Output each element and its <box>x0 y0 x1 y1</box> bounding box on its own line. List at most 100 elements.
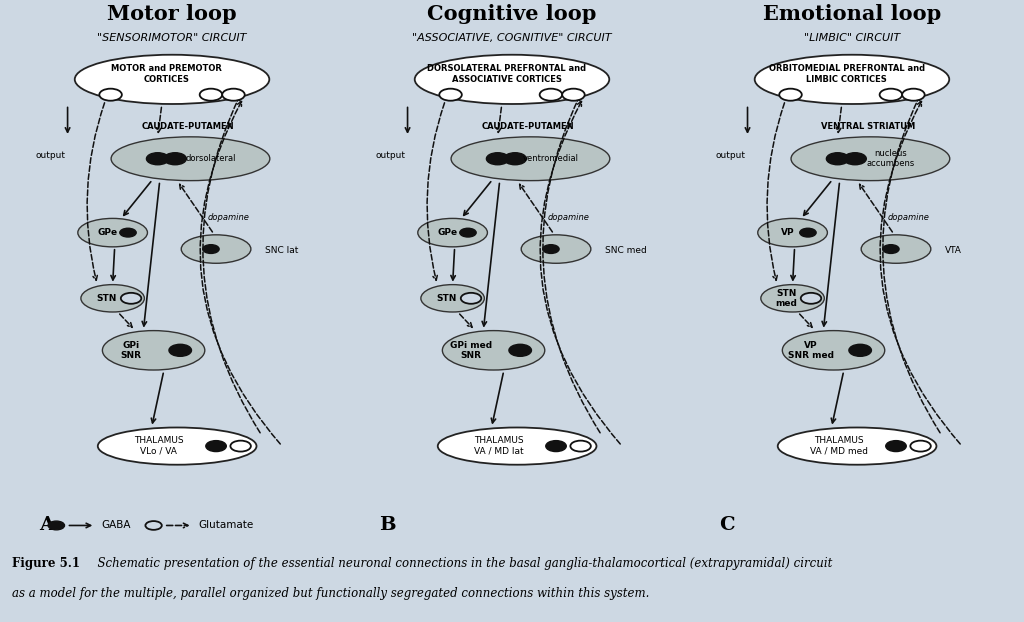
Text: "SENSORIMOTOR" CIRCUIT: "SENSORIMOTOR" CIRCUIT <box>97 34 247 44</box>
Circle shape <box>222 89 245 101</box>
Circle shape <box>570 440 591 452</box>
Circle shape <box>779 89 802 101</box>
Text: VP: VP <box>780 228 795 237</box>
Circle shape <box>562 89 585 101</box>
Text: output: output <box>36 152 66 160</box>
Circle shape <box>886 440 906 452</box>
Text: dorsolateral: dorsolateral <box>185 154 237 163</box>
Ellipse shape <box>81 285 144 312</box>
Ellipse shape <box>778 427 936 465</box>
Ellipse shape <box>78 218 147 247</box>
Text: SNC med: SNC med <box>605 246 647 255</box>
Circle shape <box>230 440 251 452</box>
Text: VP
SNR med: VP SNR med <box>788 341 834 360</box>
Circle shape <box>121 293 141 304</box>
Circle shape <box>120 228 136 237</box>
Text: STN: STN <box>436 294 457 303</box>
Text: nucleus
accumbens: nucleus accumbens <box>866 149 915 169</box>
Circle shape <box>910 440 931 452</box>
Text: dopamine: dopamine <box>548 213 589 222</box>
Circle shape <box>801 293 821 304</box>
Text: CAUDATE-PUTAMEN: CAUDATE-PUTAMEN <box>141 123 233 131</box>
Circle shape <box>826 153 849 165</box>
Circle shape <box>546 440 566 452</box>
Text: "LIMBIC" CIRCUIT: "LIMBIC" CIRCUIT <box>804 34 900 44</box>
Text: Motor loop: Motor loop <box>108 4 237 24</box>
Circle shape <box>99 89 122 101</box>
Circle shape <box>504 153 526 165</box>
Ellipse shape <box>418 218 487 247</box>
Text: ventromedial: ventromedial <box>523 154 579 163</box>
Circle shape <box>439 89 462 101</box>
Text: as a model for the multiple, parallel organized but functionally segregated conn: as a model for the multiple, parallel or… <box>12 587 649 600</box>
Circle shape <box>145 521 162 530</box>
Text: SNC lat: SNC lat <box>265 246 299 255</box>
Text: ORBITOMEDIAL PREFRONTAL and
LIMBIC CORTICES: ORBITOMEDIAL PREFRONTAL and LIMBIC CORTI… <box>769 64 925 83</box>
Circle shape <box>902 89 925 101</box>
Circle shape <box>540 89 562 101</box>
Ellipse shape <box>782 331 885 370</box>
Circle shape <box>48 521 65 530</box>
Ellipse shape <box>75 55 269 104</box>
Circle shape <box>883 244 899 253</box>
Circle shape <box>844 153 866 165</box>
Text: output: output <box>376 152 406 160</box>
Ellipse shape <box>111 137 270 180</box>
Circle shape <box>509 345 531 356</box>
Text: GPe: GPe <box>97 228 118 237</box>
Text: THALAMUS
VA / MD med: THALAMUS VA / MD med <box>810 437 867 456</box>
Text: Schematic presentation of the essential neuronal connections in the basal gangli: Schematic presentation of the essential … <box>90 557 833 570</box>
Circle shape <box>200 89 222 101</box>
Text: output: output <box>716 152 745 160</box>
Circle shape <box>206 440 226 452</box>
Text: THALAMUS
VA / MD lat: THALAMUS VA / MD lat <box>474 437 523 456</box>
Text: MOTOR and PREMOTOR
CORTICES: MOTOR and PREMOTOR CORTICES <box>112 64 222 83</box>
Ellipse shape <box>791 137 950 180</box>
Ellipse shape <box>451 137 610 180</box>
Ellipse shape <box>755 55 949 104</box>
Text: dopamine: dopamine <box>208 213 249 222</box>
Text: STN: STN <box>96 294 117 303</box>
Ellipse shape <box>438 427 596 465</box>
Ellipse shape <box>521 235 591 263</box>
Circle shape <box>203 244 219 253</box>
Ellipse shape <box>415 55 609 104</box>
Text: Cognitive loop: Cognitive loop <box>427 4 597 24</box>
Text: Figure 5.1: Figure 5.1 <box>12 557 80 570</box>
Text: THALAMUS
VLo / VA: THALAMUS VLo / VA <box>134 437 183 456</box>
Text: GPi
SNR: GPi SNR <box>121 341 141 360</box>
Text: A: A <box>39 516 54 534</box>
Ellipse shape <box>861 235 931 263</box>
Text: Glutamate: Glutamate <box>199 521 254 531</box>
Ellipse shape <box>761 285 824 312</box>
Circle shape <box>486 153 509 165</box>
Ellipse shape <box>98 427 256 465</box>
Circle shape <box>849 345 871 356</box>
Circle shape <box>146 153 169 165</box>
Ellipse shape <box>421 285 484 312</box>
Text: Emotional loop: Emotional loop <box>763 4 941 24</box>
Text: CAUDATE-PUTAMEN: CAUDATE-PUTAMEN <box>481 123 573 131</box>
Ellipse shape <box>758 218 827 247</box>
Circle shape <box>164 153 186 165</box>
Text: GPi med
SNR: GPi med SNR <box>450 341 493 360</box>
Text: STN
med: STN med <box>775 289 798 308</box>
Text: GPe: GPe <box>437 228 458 237</box>
Text: DORSOLATERAL PREFRONTAL and
ASSOCIATIVE CORTICES: DORSOLATERAL PREFRONTAL and ASSOCIATIVE … <box>427 64 587 83</box>
Text: VTA: VTA <box>945 246 962 255</box>
Circle shape <box>460 228 476 237</box>
Circle shape <box>543 244 559 253</box>
Text: dopamine: dopamine <box>888 213 929 222</box>
Ellipse shape <box>181 235 251 263</box>
Circle shape <box>169 345 191 356</box>
Text: "ASSOCIATIVE, COGNITIVE" CIRCUIT: "ASSOCIATIVE, COGNITIVE" CIRCUIT <box>413 34 611 44</box>
Text: VENTRAL STRIATUM: VENTRAL STRIATUM <box>821 123 915 131</box>
Text: GABA: GABA <box>101 521 131 531</box>
Circle shape <box>800 228 816 237</box>
Circle shape <box>880 89 902 101</box>
Ellipse shape <box>442 331 545 370</box>
Ellipse shape <box>102 331 205 370</box>
Circle shape <box>461 293 481 304</box>
Text: B: B <box>379 516 395 534</box>
Text: C: C <box>719 516 734 534</box>
